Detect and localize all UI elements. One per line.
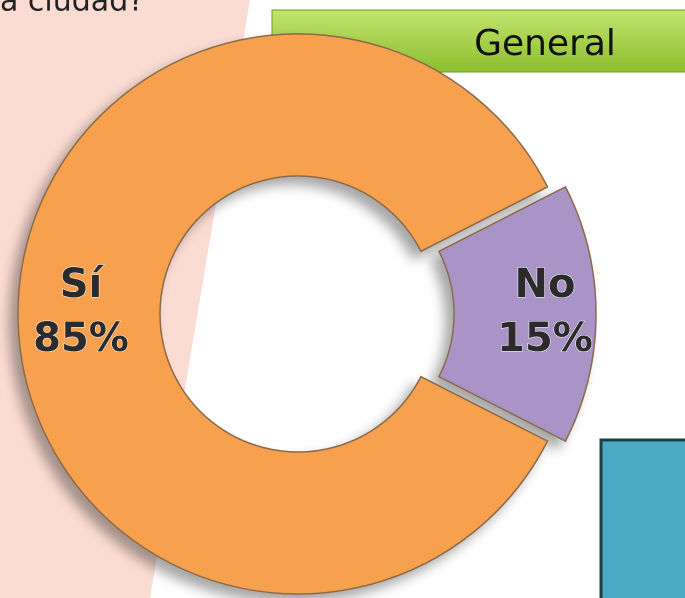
title: a ciudad? <box>0 0 144 19</box>
header-text: General <box>474 23 616 64</box>
slice-value-label: 85% <box>33 315 129 361</box>
donut-slice <box>437 185 597 443</box>
slice-label: No <box>515 261 576 307</box>
donut-slice <box>17 33 549 595</box>
slice-label: Sí <box>60 261 105 307</box>
donut <box>17 33 597 595</box>
side-box <box>599 438 685 598</box>
slice-value-label: 15% <box>497 315 593 361</box>
